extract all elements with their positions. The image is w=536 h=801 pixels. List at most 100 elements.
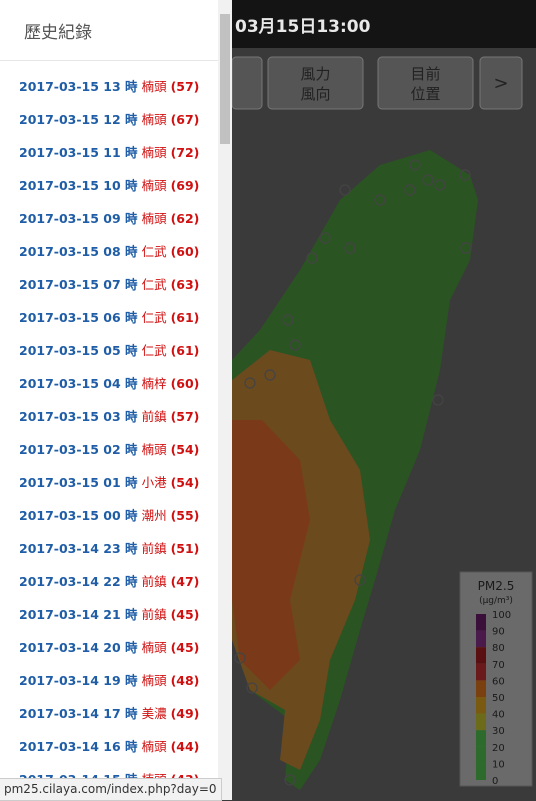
legend-swatch (476, 630, 486, 648)
entry-value: (57) (170, 409, 200, 424)
entry-station: 楠梓 (141, 376, 167, 391)
history-entry[interactable]: 2017-03-14 20 時楠頭 (45) (19, 637, 199, 656)
entry-station: 小港 (141, 475, 167, 490)
history-entry[interactable]: 2017-03-15 00 時潮州 (55) (19, 505, 199, 524)
entry-value: (44) (170, 739, 200, 754)
entry-time: 2017-03-15 11 時 (19, 145, 138, 160)
entry-time: 2017-03-14 20 時 (19, 640, 138, 655)
history-entry[interactable]: 2017-03-15 11 時楠頭 (72) (19, 142, 199, 161)
entry-station: 楠頭 (141, 739, 167, 754)
history-entry[interactable]: 2017-03-14 16 時楠頭 (44) (19, 736, 199, 755)
legend-title: PM2.5 (478, 579, 515, 593)
history-entry[interactable]: 2017-03-15 05 時仁武 (61) (19, 340, 199, 359)
legend-tick-label: 100 (492, 610, 511, 621)
legend-box (459, 571, 533, 787)
entry-value: (69) (170, 178, 200, 193)
history-entry[interactable]: 2017-03-14 21 時前鎮 (45) (19, 604, 199, 623)
legend-tick-label: 20 (492, 743, 505, 754)
legend-tick-label: 60 (492, 676, 505, 687)
button-label: 風向 (300, 85, 330, 103)
history-entry[interactable]: 2017-03-15 03 時前鎮 (57) (19, 406, 199, 425)
legend-unit: (μg/m³) (479, 596, 513, 606)
legend-swatch (476, 680, 486, 697)
entry-station: 楠頭 (141, 673, 167, 688)
entry-station: 前鎮 (141, 607, 167, 622)
entry-value: (54) (170, 442, 200, 457)
entry-time: 2017-03-15 03 時 (19, 409, 138, 424)
legend-swatch (476, 763, 486, 780)
entry-station: 楠頭 (141, 640, 167, 655)
header-title: 03月15日13:00 (235, 17, 371, 37)
entry-station: 仁武 (141, 277, 167, 292)
history-entry[interactable]: 2017-03-15 01 時小港 (54) (19, 472, 199, 491)
entry-time: 2017-03-15 08 時 (19, 244, 138, 259)
legend-tick-label: 30 (492, 726, 505, 737)
pollution-core (232, 420, 310, 690)
header-bar (218, 0, 536, 48)
entry-value: (47) (170, 574, 200, 589)
status-bar: pm25.cilaya.com/index.php?day=0 (0, 778, 222, 801)
entry-time: 2017-03-15 07 時 (19, 277, 138, 292)
entry-value: (67) (170, 112, 200, 127)
legend-tick-label: 90 (492, 627, 505, 638)
sidebar-title: 歷史紀錄 (24, 23, 92, 43)
entry-time: 2017-03-15 02 時 (19, 442, 138, 457)
entry-value: (61) (170, 310, 200, 325)
scrollbar-thumb[interactable] (220, 14, 230, 144)
stations (234, 159, 472, 786)
legend-swatch (476, 614, 486, 631)
history-entry[interactable]: 2017-03-15 06 時仁武 (61) (19, 307, 199, 326)
entry-value: (60) (170, 244, 200, 259)
history-entry[interactable]: 2017-03-15 02 時楠頭 (54) (19, 439, 199, 458)
entry-station: 潮州 (141, 508, 167, 523)
scrollbar[interactable] (218, 0, 232, 800)
entry-station: 楠頭 (141, 442, 167, 457)
entry-time: 2017-03-15 10 時 (19, 178, 138, 193)
button[interactable] (377, 56, 474, 110)
legend-swatch (476, 730, 486, 747)
entry-station: 仁武 (141, 310, 167, 325)
history-entry[interactable]: 2017-03-14 19 時楠頭 (48) (19, 670, 199, 689)
button[interactable] (267, 56, 364, 110)
history-entry[interactable]: 2017-03-15 10 時楠頭 (69) (19, 175, 199, 194)
entry-station: 楠頭 (141, 178, 167, 193)
entry-time: 2017-03-14 17 時 (19, 706, 138, 721)
entry-station: 楠頭 (141, 145, 167, 160)
history-entry[interactable]: 2017-03-14 22 時前鎮 (47) (19, 571, 199, 590)
entry-station: 楠頭 (141, 211, 167, 226)
button-partial[interactable] (231, 56, 263, 110)
entry-time: 2017-03-15 13 時 (19, 79, 138, 94)
entry-time: 2017-03-15 05 時 (19, 343, 138, 358)
history-entry[interactable]: 2017-03-15 09 時楠頭 (62) (19, 208, 199, 227)
entry-station: 前鎮 (141, 541, 167, 556)
entry-value: (61) (170, 343, 200, 358)
entry-station: 仁武 (141, 244, 167, 259)
history-entry[interactable]: 2017-03-15 13 時楠頭 (57) (19, 76, 199, 95)
button-label: 風力 (300, 65, 330, 83)
entry-time: 2017-03-14 23 時 (19, 541, 138, 556)
history-entry[interactable]: 2017-03-15 12 時楠頭 (67) (19, 109, 199, 128)
legend-swatch (476, 697, 486, 714)
history-entry[interactable]: 2017-03-14 17 時美濃 (49) (19, 703, 199, 722)
history-entry[interactable]: 2017-03-15 08 時仁武 (60) (19, 241, 199, 260)
history-entry[interactable]: 2017-03-15 07 時仁武 (63) (19, 274, 199, 293)
entry-time: 2017-03-15 09 時 (19, 211, 138, 226)
entry-time: 2017-03-14 22 時 (19, 574, 138, 589)
history-entry[interactable]: 2017-03-14 23 時前鎮 (51) (19, 538, 199, 557)
entry-station: 前鎮 (141, 409, 167, 424)
entry-value: (60) (170, 376, 200, 391)
entry-value: (57) (170, 79, 200, 94)
history-entry[interactable]: 2017-03-15 04 時楠梓 (60) (19, 373, 199, 392)
entry-value: (45) (170, 607, 200, 622)
button-label: 目前 (410, 65, 440, 83)
entry-station: 美濃 (141, 706, 167, 721)
divider (0, 60, 218, 61)
legend-tick-label: 10 (492, 759, 505, 770)
entry-value: (51) (170, 541, 200, 556)
entry-value: (55) (170, 508, 200, 523)
entry-value: (45) (170, 640, 200, 655)
button-label: > (493, 73, 508, 94)
button[interactable] (479, 56, 523, 110)
